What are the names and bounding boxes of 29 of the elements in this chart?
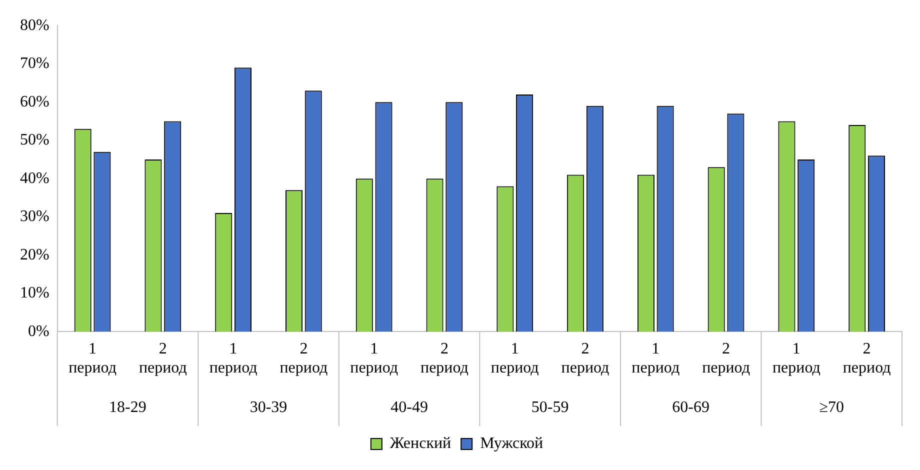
y-tick-label: 40%: [20, 170, 50, 187]
y-tick-label: 80%: [20, 16, 50, 34]
legend-label: Женский: [390, 435, 452, 452]
x-tick-label: 2 период: [702, 340, 750, 377]
y-tick-label: 20%: [20, 246, 50, 264]
text: 30-39: [250, 399, 288, 416]
y-tick-label: 10%: [20, 284, 50, 302]
x-tick-label: 2 период: [561, 340, 610, 377]
x-tick-label: 2 период: [842, 340, 891, 377]
x-tick-label: 1 период: [68, 340, 116, 377]
x-tick-label: 1 период: [632, 340, 680, 377]
text: 40-49: [390, 399, 428, 416]
x-tick-label: 2 период: [138, 340, 187, 377]
x-tick-label: 2 период: [280, 340, 328, 377]
y-tick-label: 70%: [20, 55, 50, 72]
x-tick-label: 1 период: [350, 340, 398, 377]
y-tick-label: 30%: [20, 208, 50, 226]
text: 60-69: [672, 399, 710, 416]
y-tick-label: 0%: [28, 322, 50, 340]
x-tick-label: 1 период: [209, 340, 258, 377]
text: 50-59: [531, 399, 569, 416]
y-tick-label: 60%: [20, 93, 50, 110]
text: 18-29: [109, 399, 146, 416]
y-tick-label: 50%: [20, 132, 50, 149]
x-tick-label: 1 период: [490, 340, 539, 377]
x-tick-label: 2 период: [420, 340, 468, 377]
legend-label: Мужской: [480, 435, 544, 452]
text: ≥70: [819, 399, 844, 416]
x-tick-label: 1 период: [772, 340, 820, 377]
